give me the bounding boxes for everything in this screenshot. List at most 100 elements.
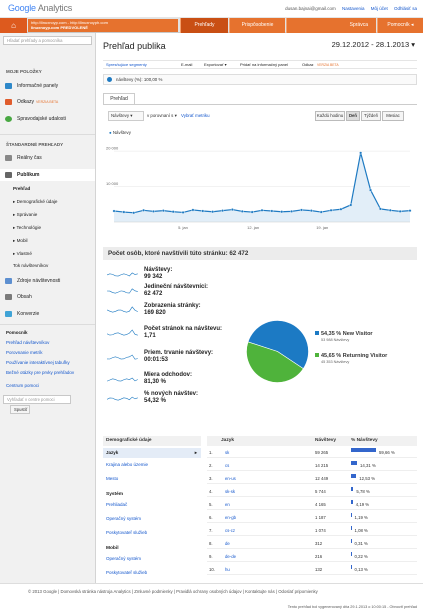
data-point[interactable] bbox=[319, 210, 323, 214]
data-point[interactable] bbox=[221, 209, 225, 213]
date-range-picker[interactable]: 29.12.2012 - 28.1.2013 ▾ bbox=[332, 40, 415, 49]
col-pct-visits[interactable]: % Návštevy bbox=[351, 438, 378, 443]
data-point[interactable] bbox=[270, 209, 274, 213]
dimension-city[interactable]: Mesto bbox=[106, 476, 119, 481]
row-language[interactable]: cs bbox=[225, 463, 230, 468]
add-to-dashboard-button[interactable]: Pridať na informačný panel bbox=[240, 62, 288, 67]
help-search-input[interactable]: Vyhľadať v centre pomoci bbox=[3, 395, 71, 404]
sidebar-item-content[interactable]: Obsah bbox=[0, 291, 95, 303]
table-row[interactable]: 3. en-us 12 449 12,53 % bbox=[207, 474, 417, 484]
sidebar-item-audience[interactable]: Publikum bbox=[0, 169, 95, 181]
settings-link[interactable]: Nastavenia bbox=[341, 6, 365, 11]
dimension-browser[interactable]: Prehliadač bbox=[106, 502, 128, 507]
my-account-link[interactable]: Môj účet bbox=[370, 6, 388, 11]
data-point[interactable] bbox=[369, 188, 373, 192]
col-visits[interactable]: Návštevy bbox=[315, 438, 337, 443]
table-row[interactable]: 9. de-de 216 0,22 % bbox=[207, 552, 417, 562]
data-point[interactable] bbox=[211, 210, 215, 214]
sidebar-sub-behavior[interactable]: ▸ Správanie bbox=[13, 212, 38, 217]
sidebar-sub-mobile[interactable]: ▸ Mobil bbox=[13, 238, 28, 243]
help-center-link[interactable]: Centrum pomoci bbox=[6, 383, 40, 388]
help-link[interactable]: Porovnanie metrík bbox=[6, 350, 43, 355]
visits-line-chart[interactable]: 20 000 10 000 5. jan 12. jan 19. jan bbox=[104, 138, 416, 234]
row-language[interactable]: de-de bbox=[225, 554, 236, 559]
table-row[interactable]: 7. cs-cz 1 074 1,08 % bbox=[207, 526, 417, 536]
data-point[interactable] bbox=[339, 207, 343, 211]
logout-link[interactable]: Odhlásiť sa bbox=[394, 6, 417, 11]
row-language[interactable]: en-gb bbox=[225, 515, 236, 520]
pie-slice-new-visitor[interactable] bbox=[247, 320, 309, 370]
row-language[interactable]: sk bbox=[225, 450, 230, 455]
sidebar-sub-visitors-flow[interactable]: Tok návštevníkov bbox=[13, 263, 49, 268]
table-row[interactable]: 5. en 4 165 4,19 % bbox=[207, 500, 417, 510]
advanced-segments-button[interactable]: Spresňujúce segmenty bbox=[106, 62, 147, 67]
sidebar-item-intelligence[interactable]: Spravodajské udalosti bbox=[0, 113, 95, 125]
account-selector[interactable]: http://linuxnoyp.com - http://linuxnoyph… bbox=[28, 19, 178, 32]
table-row[interactable]: 6. en-gb 1 187 1,19 % bbox=[207, 513, 417, 523]
data-point[interactable] bbox=[201, 209, 205, 213]
data-point[interactable] bbox=[309, 209, 313, 213]
row-language[interactable]: en bbox=[225, 502, 230, 507]
col-language[interactable]: Jazyk bbox=[221, 438, 235, 443]
data-point[interactable] bbox=[161, 209, 165, 213]
data-point[interactable] bbox=[329, 208, 333, 212]
dimension-language[interactable]: Jazyk ▸ bbox=[103, 448, 201, 458]
row-language[interactable]: en-us bbox=[225, 476, 236, 481]
select-metric-link[interactable]: Vybrať metriku bbox=[181, 113, 210, 118]
dimension-mobile-isp[interactable]: Poskytovateľ služieb bbox=[106, 570, 148, 575]
export-button[interactable]: Exportovať ▾ bbox=[204, 62, 227, 67]
new-vs-returning-pie[interactable] bbox=[245, 319, 310, 384]
home-icon[interactable]: ⌂ bbox=[0, 18, 27, 33]
data-point[interactable] bbox=[181, 210, 185, 214]
data-point[interactable] bbox=[112, 209, 116, 213]
table-row[interactable]: 1. sk 59 265 59,66 % bbox=[207, 448, 417, 458]
help-link[interactable]: Používanie interaktívnej tabuľky bbox=[6, 360, 70, 365]
dimension-os[interactable]: Operačný systém bbox=[106, 516, 142, 521]
data-point[interactable] bbox=[260, 208, 264, 212]
data-point[interactable] bbox=[408, 209, 412, 213]
pie-slice-returning-visitor[interactable] bbox=[246, 341, 304, 383]
data-point[interactable] bbox=[280, 210, 284, 214]
row-language[interactable]: de bbox=[225, 541, 230, 546]
sidebar-sub-overview[interactable]: Prehľad bbox=[13, 186, 31, 191]
data-point[interactable] bbox=[122, 210, 126, 214]
sidebar-sub-custom[interactable]: ▸ Vlastné bbox=[13, 251, 32, 256]
data-point[interactable] bbox=[398, 209, 402, 213]
table-row[interactable]: 8. de 312 0,31 % bbox=[207, 539, 417, 549]
month-button[interactable]: Mesiac bbox=[382, 111, 404, 121]
sidebar-sub-demographics[interactable]: ▸ Demografické údaje bbox=[13, 199, 58, 204]
sidebar-item-shortcuts[interactable]: Odkazy VERZIA BETA bbox=[0, 96, 95, 108]
dimension-isp[interactable]: Poskytovateľ služieb bbox=[106, 530, 148, 535]
tab-customization[interactable]: Prispôsobenie bbox=[229, 18, 285, 33]
data-point[interactable] bbox=[171, 210, 175, 214]
day-button[interactable]: Deň bbox=[346, 111, 360, 121]
sidebar-sub-technology[interactable]: ▸ Technológie bbox=[13, 225, 42, 230]
data-point[interactable] bbox=[378, 207, 382, 211]
shortcut-button[interactable]: Odkaz bbox=[302, 62, 314, 67]
data-point[interactable] bbox=[230, 208, 234, 212]
tab-reports[interactable]: Prehľady bbox=[180, 18, 228, 33]
sidebar-search-input[interactable]: Hľadať prehľady a pomocníka bbox=[3, 36, 92, 45]
data-point[interactable] bbox=[151, 209, 155, 213]
email-button[interactable]: E-mail bbox=[181, 62, 193, 67]
sidebar-item-dashboards[interactable]: Informačné panely bbox=[0, 80, 95, 92]
data-point[interactable] bbox=[250, 210, 254, 214]
data-point[interactable] bbox=[388, 208, 392, 212]
row-language[interactable]: hu bbox=[225, 567, 230, 572]
data-point[interactable] bbox=[349, 203, 353, 207]
tab-admin[interactable]: Správca bbox=[286, 18, 376, 33]
help-link[interactable]: Prehľad návštevníkov bbox=[6, 340, 50, 345]
tab-help[interactable]: Pomocník ◂ bbox=[377, 18, 423, 33]
table-row[interactable]: 2. cs 14 215 14,31 % bbox=[207, 461, 417, 471]
table-row[interactable]: 10. hu 132 0,13 % bbox=[207, 565, 417, 575]
week-button[interactable]: Týždeň bbox=[361, 111, 381, 121]
dimension-country[interactable]: Krajina alebo územie bbox=[106, 462, 149, 467]
data-point[interactable] bbox=[142, 208, 146, 212]
data-point[interactable] bbox=[299, 208, 303, 212]
help-search-button[interactable]: Spustiť bbox=[10, 405, 30, 414]
dimension-mobile-os[interactable]: Operačný systém bbox=[106, 556, 142, 561]
sidebar-item-realtime[interactable]: Reálny čas bbox=[0, 152, 95, 164]
help-link[interactable]: Bežné otázky pre prvky prehľadov bbox=[6, 370, 75, 375]
google-analytics-logo[interactable]: Google Analytics bbox=[8, 3, 72, 13]
sidebar-item-traffic-sources[interactable]: Zdroje návštevnosti bbox=[0, 275, 95, 287]
